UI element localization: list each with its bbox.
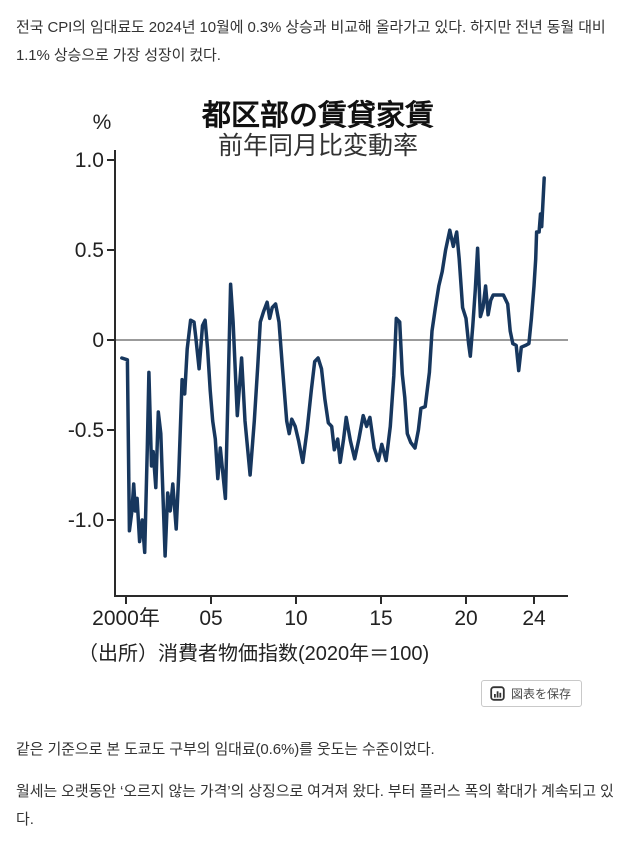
x-tick-label: 24 xyxy=(522,607,546,630)
article-paragraph-top: 전국 CPI의 임대료도 2024년 10월에 0.3% 상승과 비교해 올라가… xyxy=(16,19,606,64)
rent-chart-svg: % 都区部の賃貸家賃 前年同月比変動率 1.0 0.5 0 -0.5 -1.0 2000年… xyxy=(68,98,568,665)
x-tick-label: 15 xyxy=(369,607,392,630)
save-chart-button-label: 図表を保存 xyxy=(511,687,572,701)
x-tick-label: 20 xyxy=(454,607,477,630)
x-tick-label: 2000年 xyxy=(92,607,160,630)
y-tick-label: 0.5 xyxy=(75,239,104,262)
y-tick-label: -0.5 xyxy=(68,419,104,442)
bar-chart-icon xyxy=(490,686,505,701)
chart-source-label: （出所）消費者物価指数(2020年＝100) xyxy=(78,642,429,665)
x-tick-label: 05 xyxy=(199,607,222,630)
y-tick-label: 1.0 xyxy=(75,149,104,172)
tick-group: 1.0 0.5 0 -0.5 -1.0 2000年 05 10 15 20 24 xyxy=(68,149,546,630)
y-tick-label: -1.0 xyxy=(68,509,104,532)
rent-line xyxy=(120,176,546,558)
chart-title: 都区部の賃貸家賃 xyxy=(201,98,434,132)
save-chart-button[interactable]: 図表を保存 xyxy=(481,680,583,707)
chart-subtitle: 前年同月比変動率 xyxy=(218,132,418,160)
x-tick-label: 10 xyxy=(284,607,307,630)
y-tick-label: 0 xyxy=(92,329,104,352)
y-axis-unit-label: % xyxy=(93,111,112,134)
article-paragraph-bottom: 월세는 오랫동안 ‘오르지 않는 가격’의 상징으로 여겨져 왔다. 부터 플러… xyxy=(16,783,614,828)
rent-chart-figure: % 都区部の賃貸家賃 前年同月比変動率 1.0 0.5 0 -0.5 -1.0 2000年… xyxy=(0,88,640,713)
article-paragraph-mid: 같은 기준으로 본 도쿄도 구부의 임대료(0.6%)를 웃도는 수준이었다. xyxy=(16,741,435,758)
